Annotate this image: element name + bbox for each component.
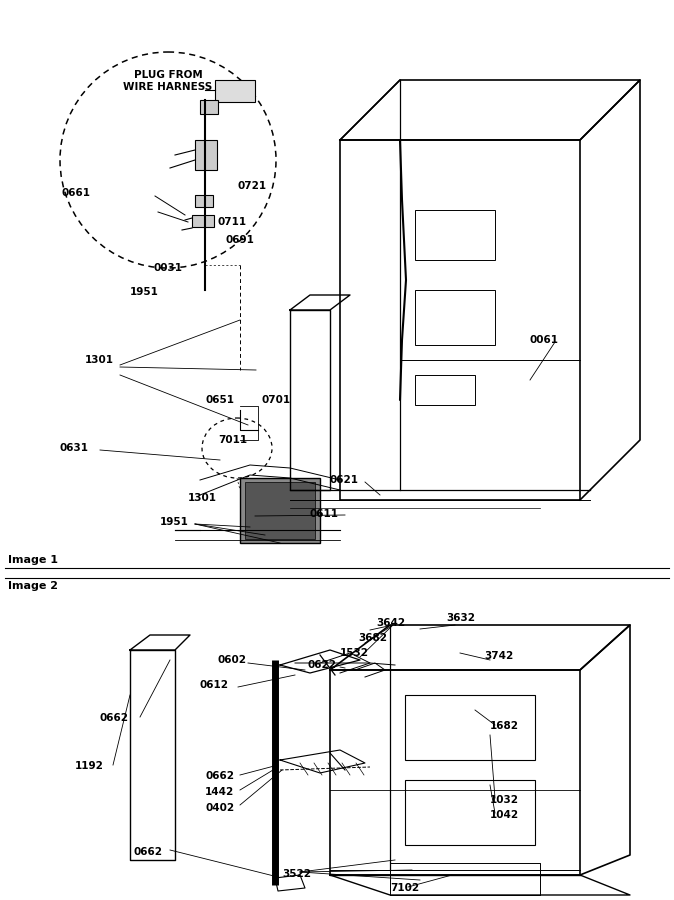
Text: 1301: 1301	[85, 355, 114, 365]
Text: 3522: 3522	[282, 869, 311, 879]
Text: Image 1: Image 1	[8, 555, 58, 565]
Bar	[192, 215, 214, 227]
Text: 1192: 1192	[75, 761, 104, 771]
Text: 0711: 0711	[217, 217, 246, 227]
Text: 0611: 0611	[310, 509, 339, 519]
Text: 0621: 0621	[330, 475, 359, 485]
Text: 0622: 0622	[308, 660, 337, 670]
Text: 0612: 0612	[200, 680, 229, 690]
Bar	[415, 375, 475, 405]
Bar	[245, 482, 315, 539]
Text: 1301: 1301	[188, 493, 217, 503]
Text: 0651: 0651	[206, 395, 235, 405]
Text: 1951: 1951	[160, 517, 189, 527]
Text: 3682: 3682	[358, 633, 387, 643]
Text: 7102: 7102	[390, 883, 419, 893]
Bar	[405, 780, 535, 845]
Text: 0402: 0402	[205, 803, 234, 813]
Text: 0662: 0662	[100, 713, 129, 723]
Text: 7011: 7011	[218, 435, 247, 445]
Text: 1032: 1032	[490, 795, 519, 805]
Text: 3742: 3742	[484, 651, 513, 661]
Text: 0061: 0061	[530, 335, 559, 345]
Text: 0662: 0662	[205, 771, 234, 781]
Text: 3632: 3632	[446, 613, 475, 623]
Text: PLUG FROM
WIRE HARNESS: PLUG FROM WIRE HARNESS	[123, 70, 212, 93]
Text: 1532: 1532	[340, 648, 369, 658]
Text: 1442: 1442	[205, 787, 235, 797]
Bar	[405, 695, 535, 760]
Text: 0721: 0721	[238, 181, 267, 191]
Text: 0602: 0602	[218, 655, 247, 665]
Bar	[195, 195, 213, 207]
Text: 0662: 0662	[133, 847, 162, 857]
Text: 1682: 1682	[490, 721, 519, 731]
Bar	[415, 290, 495, 345]
Bar	[200, 100, 218, 114]
Bar	[240, 478, 320, 543]
Text: 0631: 0631	[59, 443, 88, 453]
Text: 1951: 1951	[130, 287, 159, 297]
Text: Image 2: Image 2	[8, 581, 58, 591]
Text: 0661: 0661	[62, 188, 91, 198]
FancyBboxPatch shape	[215, 80, 255, 102]
Text: 1042: 1042	[490, 810, 519, 820]
Text: 0701: 0701	[262, 395, 291, 405]
Bar	[415, 210, 495, 260]
Text: 0031: 0031	[154, 263, 183, 273]
Text: 3642: 3642	[376, 618, 405, 628]
Text: 0691: 0691	[225, 235, 254, 245]
Bar	[195, 140, 217, 170]
